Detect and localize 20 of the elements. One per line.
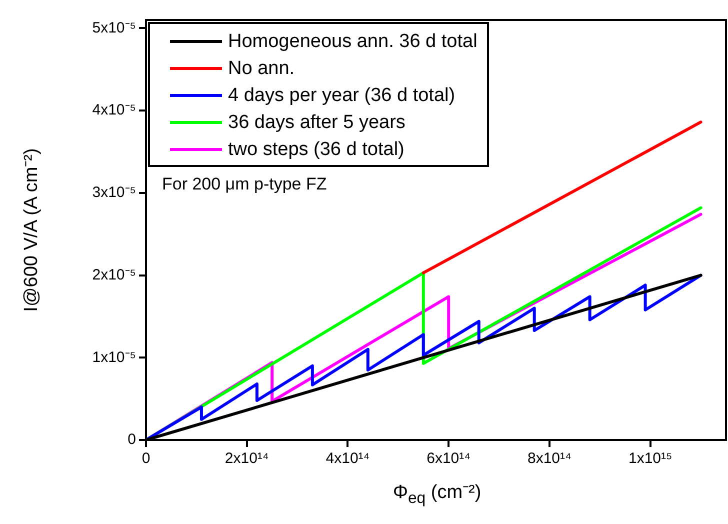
legend-label: two steps (36 d total): [228, 138, 404, 162]
y-axis-title: I@600 V/A (A cm⁻²): [20, 148, 43, 312]
x-axis-title: Φ$_{eq}$ (cm⁻²): [392, 481, 482, 508]
legend-label: No ann.: [228, 57, 295, 81]
legend-label: 36 days after 5 years: [228, 111, 406, 135]
x-tick-label: 1x10¹⁵: [628, 450, 672, 468]
x-tick-label: 4x10¹⁴: [326, 450, 370, 468]
x-tick-label: 0: [142, 450, 150, 468]
y-tick-label: 4x10⁻⁵: [92, 102, 136, 119]
legend-label: 4 days per year (36 d total): [228, 84, 456, 108]
y-tick-label: 2x10⁻⁵: [92, 266, 136, 284]
annotation: For 200 μm p-type FZ: [162, 174, 327, 194]
y-tick-label: 5x10⁻⁵: [92, 19, 136, 36]
x-tick-label: 6x10¹⁴: [426, 450, 471, 468]
y-tick-label: 0: [128, 431, 136, 448]
legend-label: Homogeneous ann. 36 d total: [228, 30, 478, 54]
y-tick-label: 1x10⁻⁵: [92, 348, 136, 366]
x-tick-label: 2x10¹⁴: [224, 450, 269, 468]
y-tick-label: 3x10⁻⁵: [92, 184, 136, 202]
x-tick-label: 8x10¹⁴: [527, 450, 572, 468]
